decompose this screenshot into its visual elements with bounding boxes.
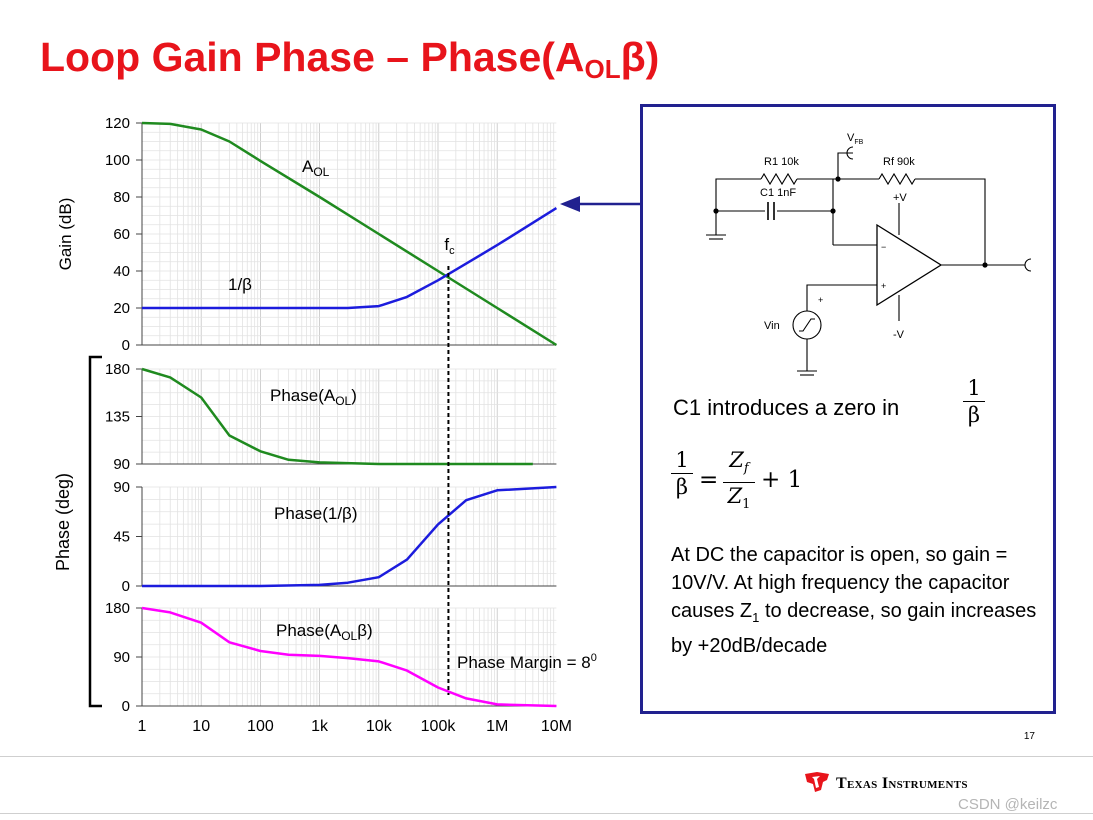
eq-rhs-num: Zf <box>723 447 755 484</box>
y-tick-label: 0 <box>122 698 130 715</box>
output-terminal <box>1024 258 1032 272</box>
eq-lhs-num: 1 <box>671 447 693 474</box>
vfb-sub: FB <box>854 139 863 146</box>
phase-bracket <box>88 355 102 708</box>
resistor-r1 <box>760 172 798 186</box>
eq-lhs: 1 β <box>671 447 693 500</box>
node-dot <box>835 176 841 182</box>
y-tick-label: 90 <box>113 649 130 666</box>
vin-label: Vin <box>764 320 780 332</box>
node-dot <box>713 208 719 214</box>
inverse-beta-fraction: 1 β <box>963 375 985 428</box>
watermark: CSDN @keilzc <box>958 796 1058 813</box>
eq-rhs-fraction: Zf Z1 <box>723 447 755 518</box>
r1-label: R1 10k <box>764 156 799 168</box>
eq-plus-one: + 1 <box>761 467 803 493</box>
x-tick-label: 100k <box>421 718 457 735</box>
frac-den: β <box>967 403 981 427</box>
c1-label: C1 1nF <box>760 187 796 199</box>
y-tick-label: 20 <box>113 300 130 317</box>
series-line-gain <box>141 121 558 347</box>
vin-source-symbol <box>799 318 815 332</box>
y-tick-label: 180 <box>105 361 130 378</box>
y-tick-label: 60 <box>113 226 130 243</box>
x-tick-label: 10M <box>541 718 572 735</box>
wire-noninverting-input <box>806 284 877 311</box>
opamp-plus-label: + <box>881 281 886 291</box>
wire-rf-out <box>915 178 986 265</box>
y-tick-label: 90 <box>113 479 130 496</box>
y-tick-label: 0 <box>122 337 130 354</box>
x-tick-label: 10k <box>366 718 393 735</box>
gain-axis-label: Gain (dB) <box>56 198 75 271</box>
node-dot <box>830 208 836 214</box>
phase-margin-label: Phase Margin = 80 <box>457 652 597 672</box>
description: At DC the capacitor is open, so gain = 1… <box>671 544 1037 657</box>
phase-axis-label: Phase (deg) <box>53 473 73 571</box>
title-tail: β) <box>620 34 660 80</box>
x-tick-label: 10 <box>192 718 210 735</box>
y-tick-label: 45 <box>113 529 130 546</box>
eq-rhs-den: Z1 <box>727 484 751 513</box>
opamp-triangle <box>876 223 943 307</box>
zero-statement: C1 introduces a zero in <box>673 395 899 421</box>
resistor-rf <box>878 172 916 186</box>
y-tick-label: 0 <box>122 578 130 595</box>
phase-beta-label: Phase(1/β) <box>274 504 357 523</box>
pointer-arrowhead <box>560 196 580 212</box>
y-tick-label: 90 <box>113 456 130 473</box>
vfb-probe-symbol <box>846 146 854 160</box>
bode-plots: 0 20 40 60 80 100 120 90 135 180 0 45 90 0 90 180 1 10 100… <box>53 115 640 735</box>
series-line-phase_aol <box>141 367 533 466</box>
phase-aol-label: Phase(AOL) <box>270 386 357 408</box>
page-number: 17 <box>1023 731 1035 742</box>
feedback-schematic: VFB R1 10k Rf 90k C1 1nF +V -V Vin − + + <box>706 132 1032 376</box>
wire-vfb <box>837 152 853 179</box>
chart-panel-phase_loop <box>136 606 557 708</box>
y-tick-label: 180 <box>105 600 130 617</box>
ti-logo-icon <box>805 772 829 792</box>
y-tick-label: 135 <box>105 409 130 426</box>
phase-loop-label: Phase(AOLβ) <box>276 621 373 643</box>
x-tick-label: 1 <box>138 718 147 735</box>
company-name: Texas Instruments <box>836 775 968 792</box>
page-title: Loop Gain Phase – Phase(AOLβ) <box>40 34 659 85</box>
y-tick-label: 40 <box>113 263 130 280</box>
node-dot <box>982 262 988 268</box>
title-sub: OL <box>584 54 621 84</box>
y-tick-label: 100 <box>105 152 130 169</box>
opamp-minus-label: − <box>881 242 886 252</box>
x-tick-label: 1k <box>311 718 329 735</box>
series-line-phase_beta <box>142 485 557 588</box>
vpos-label: +V <box>893 192 907 204</box>
vin-plus-label: + <box>818 295 823 305</box>
x-tick-label: 100 <box>247 718 274 735</box>
series-line-gain <box>142 207 558 310</box>
vfb-label: VFB <box>847 132 864 146</box>
y-tick-label: 80 <box>113 189 130 206</box>
info-box: VFB R1 10k Rf 90k C1 1nF +V -V Vin − + +… <box>640 104 1056 714</box>
frac-num: 1 <box>963 375 985 402</box>
title-main: Loop Gain Phase – Phase(A <box>40 34 585 80</box>
beta-curve-label: 1/β <box>228 275 252 294</box>
chart-panel-phase_beta <box>136 485 557 588</box>
vneg-label: -V <box>893 329 905 341</box>
chart-panel-phase_aol <box>136 367 557 466</box>
y-tick-label: 120 <box>105 115 130 132</box>
chart-panel-gain <box>136 121 558 347</box>
wire-r1-left <box>715 178 761 211</box>
series-line-phase_loop <box>141 606 557 708</box>
fc-label: fc <box>444 235 455 257</box>
eq-lhs-den: β <box>675 475 689 499</box>
footer-bar <box>0 756 1093 814</box>
eq-equals: = <box>699 467 719 493</box>
rf-label: Rf 90k <box>883 156 915 168</box>
zero-statement-text: C1 introduces a zero in <box>673 395 900 420</box>
x-tick-label: 1M <box>486 718 508 735</box>
